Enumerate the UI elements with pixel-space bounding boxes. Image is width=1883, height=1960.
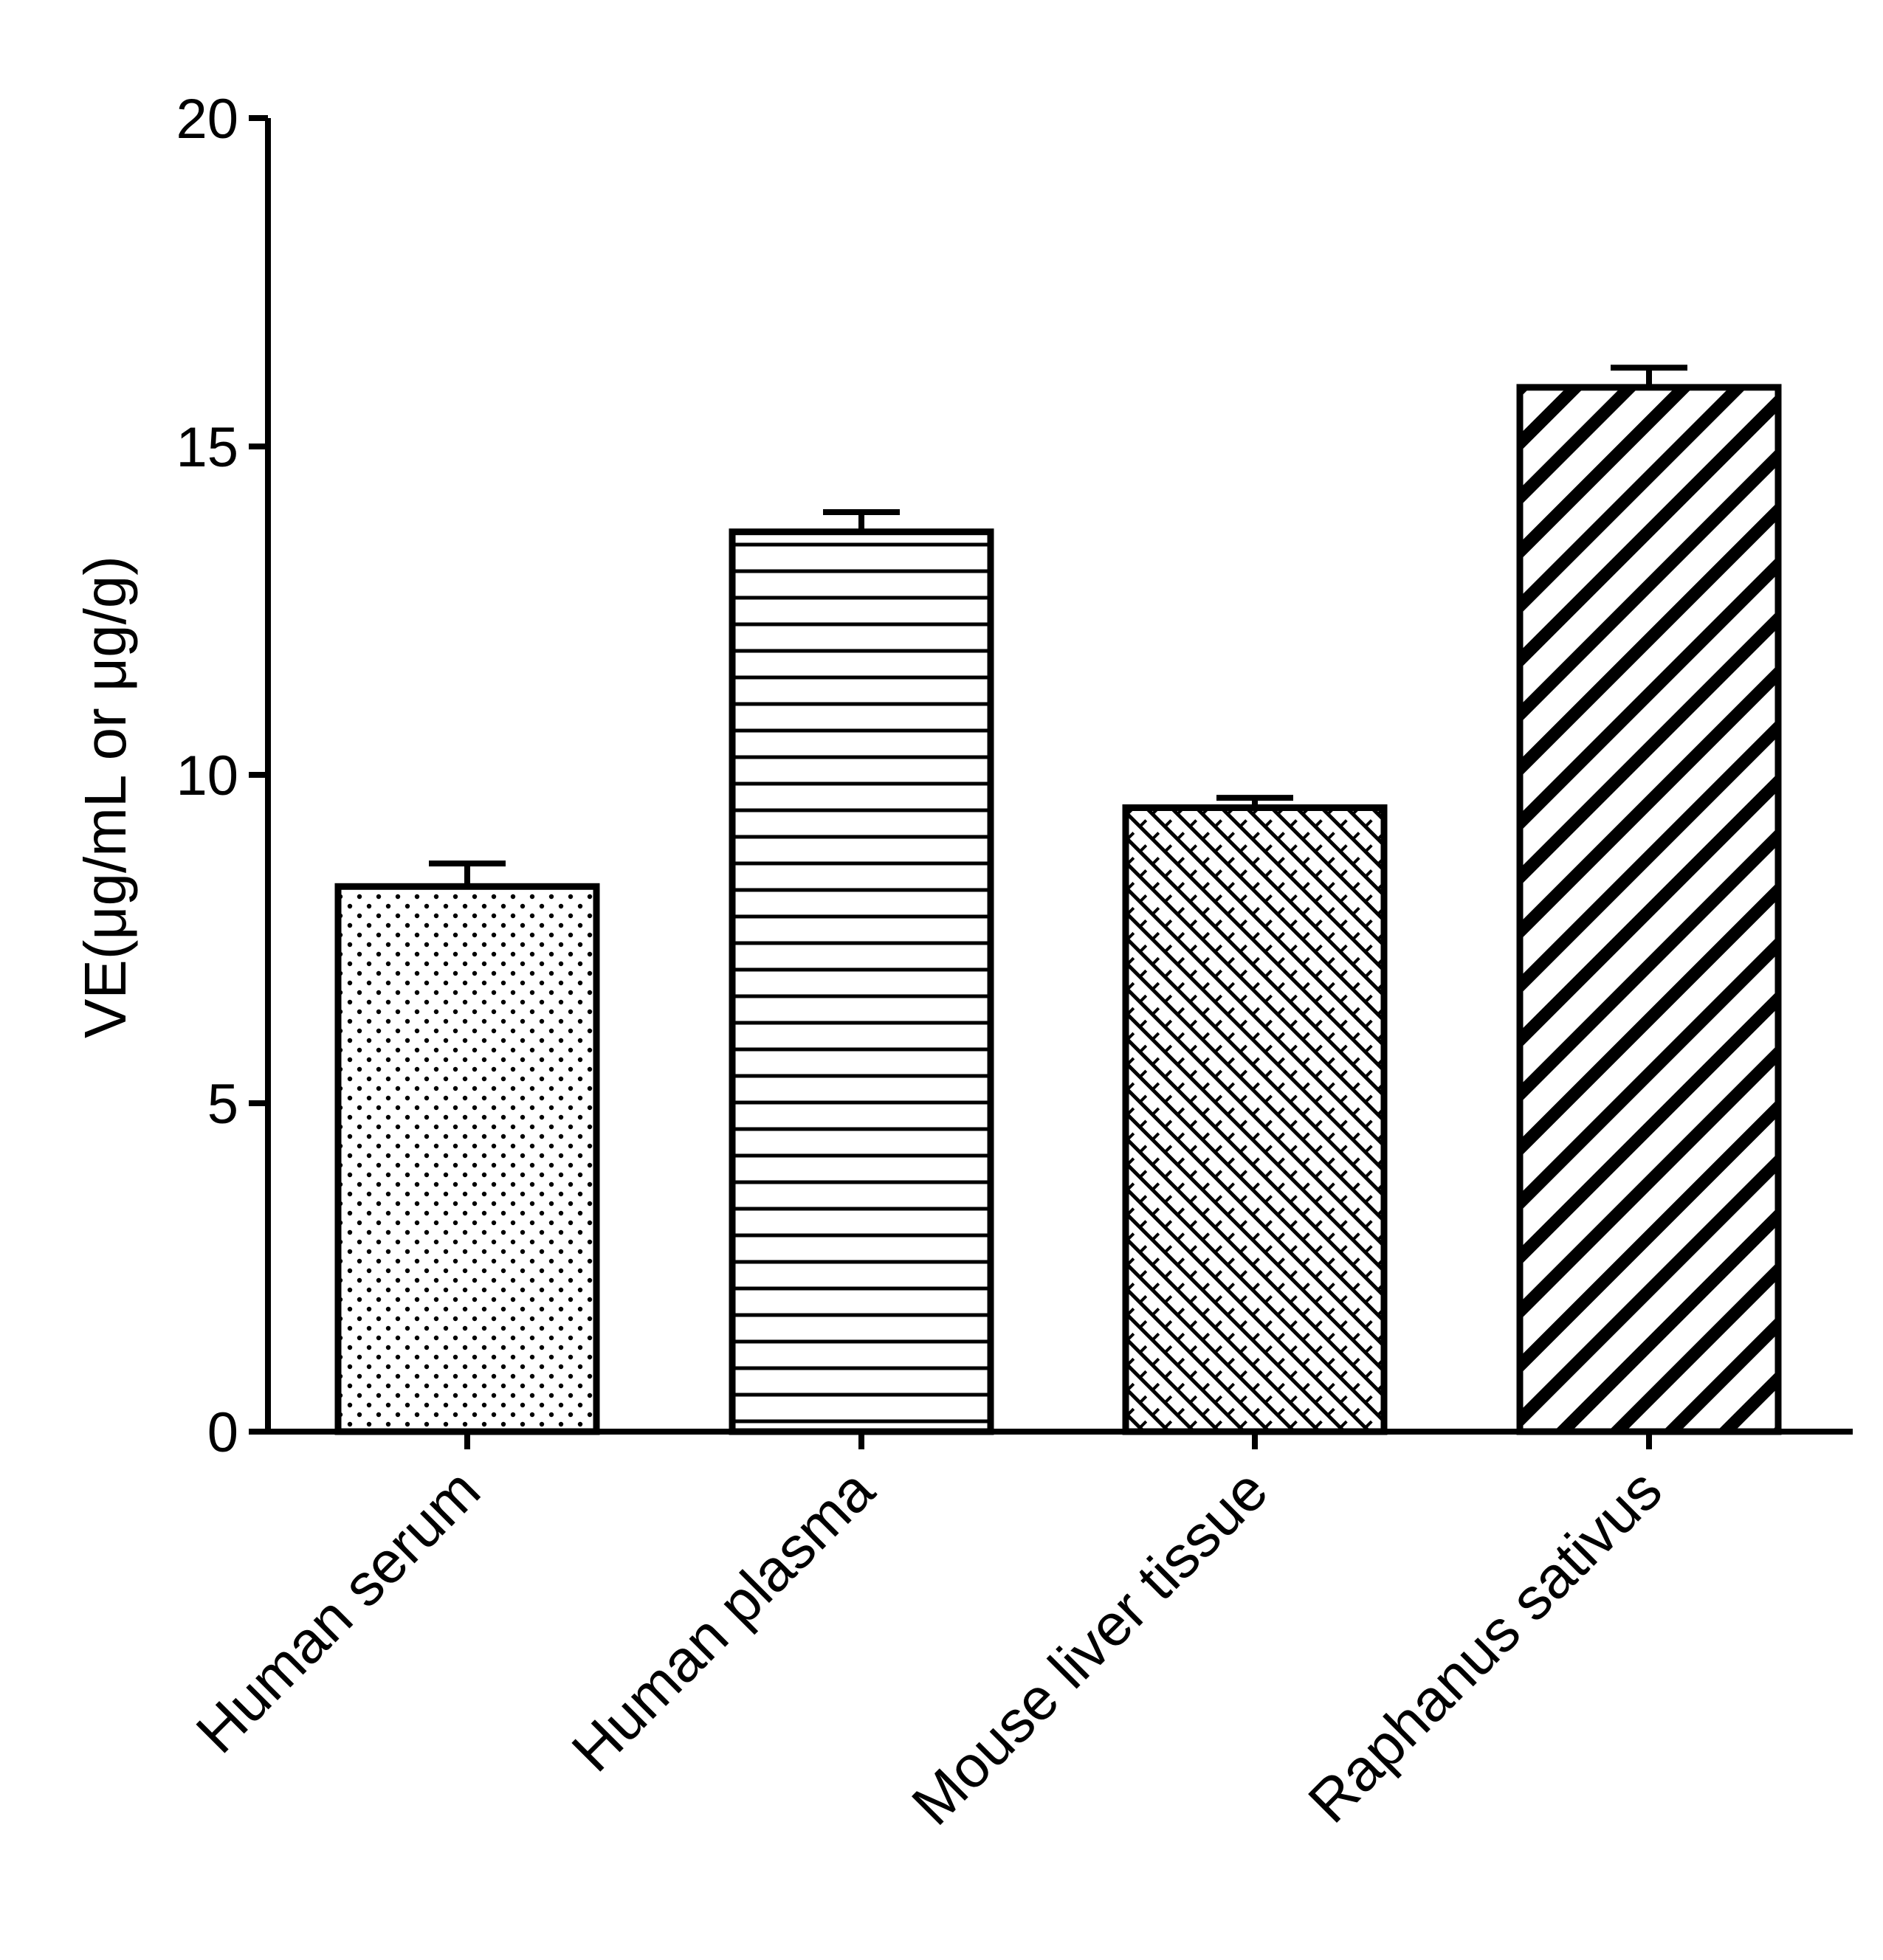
x-axis-category-labels: Human serum Human plasma Mouse liver tissu…: [184, 1457, 1674, 1838]
y-axis-ticks: 0 5 10 15 20: [176, 88, 268, 1464]
y-axis-title: VE(μg/mL or μg/g): [72, 556, 138, 1038]
y-tick-label: 15: [176, 416, 238, 479]
x-category-label: Mouse liver tissue: [899, 1457, 1280, 1838]
x-category-label: Human serum: [184, 1457, 492, 1765]
x-category-label: Raphanus sativus: [1295, 1457, 1674, 1835]
y-tick-label: 20: [176, 88, 238, 151]
y-tick-label: 5: [207, 1073, 238, 1136]
x-category-label: Human plasma: [560, 1457, 887, 1784]
error-bars-layer: [429, 365, 1687, 887]
bar-human-serum: [334, 883, 600, 1435]
bars-layer: [334, 384, 1782, 1435]
bar-raphanus-sativus: [1516, 384, 1782, 1435]
x-axis-ticks: [464, 1432, 1652, 1449]
y-tick-label: 10: [176, 745, 238, 807]
bar-human-plasma: [729, 528, 994, 1435]
y-tick-label: 0: [207, 1401, 238, 1464]
bar-mouse-liver-tissue: [1122, 804, 1388, 1435]
